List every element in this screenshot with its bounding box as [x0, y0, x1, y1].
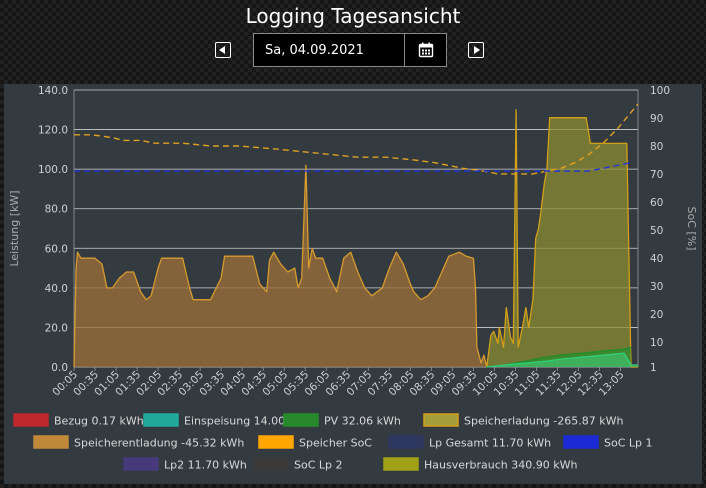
legend-item: Speicherladung -265.87 kWh	[423, 413, 624, 428]
next-day-button[interactable]	[468, 42, 484, 58]
legend-label: Hausverbrauch 340.90 kWh	[424, 459, 577, 472]
y-tick-label: 40.0	[45, 283, 68, 295]
y2-tick-label: 80	[650, 141, 663, 153]
legend-label: Bezug 0.17 kWh	[54, 415, 144, 428]
legend-label: Lp Gesamt 11.70 kWh	[429, 437, 551, 450]
date-input[interactable]: Sa, 04.09.2021	[253, 33, 405, 67]
legend-item: Speicher SoC	[258, 435, 372, 450]
legend-label: Speicherladung -265.87 kWh	[464, 415, 624, 428]
energy-chart: 0.0 20.0 40.0 60.0 80.0 100.0 120.0 140.0 1 10 20 3…	[8, 85, 698, 472]
y2-tick-label: 60	[650, 197, 663, 209]
y2-tick-label: 20	[650, 309, 663, 321]
series-line-speicherentladung-45-32-kwh	[73, 164, 488, 368]
y2-tick-label: 30	[650, 281, 663, 293]
triangle-left-icon	[219, 46, 225, 54]
legend-swatch	[143, 413, 179, 427]
legend-label: PV 32.06 kWh	[324, 415, 401, 428]
y2-tick-label: 70	[650, 169, 663, 181]
y-tick-label: 0.0	[51, 362, 68, 374]
legend-label: SoC Lp 2	[294, 459, 343, 472]
legend-swatch	[253, 457, 289, 471]
legend-swatch	[258, 435, 294, 449]
triangle-right-icon	[474, 46, 480, 54]
y-tick-label: 60.0	[45, 243, 68, 255]
y2-tick-label: 40	[650, 253, 663, 265]
y-tick-label: 80.0	[45, 204, 68, 216]
legend-swatch	[423, 413, 459, 427]
legend-item: Einspeisung 14.00 kWh	[143, 413, 313, 428]
y-tick-label: 20.0	[45, 322, 68, 334]
y2-tick-label: 1	[650, 362, 657, 374]
legend-item: SoC Lp 1	[563, 435, 653, 450]
legend-swatch	[33, 435, 69, 449]
legend-item: Hausverbrauch 340.90 kWh	[383, 457, 577, 472]
legend-item: Lp2 11.70 kWh	[123, 457, 247, 472]
series-area-speicherladung-265-87-kwh	[486, 109, 638, 368]
chart-panel: 0.0 20.0 40.0 60.0 80.0 100.0 120.0 140.0 1 10 20 3…	[4, 84, 702, 484]
y2-axis-title: SoC [%]	[685, 207, 698, 251]
y2-tick-label: 90	[650, 113, 663, 125]
legend-item: Speicherentladung -45.32 kWh	[33, 435, 244, 450]
legend-label: SoC Lp 1	[604, 437, 653, 450]
y-tick-label: 120.0	[38, 125, 68, 137]
legend-swatch	[383, 457, 419, 471]
legend-label: Einspeisung 14.00 kWh	[184, 415, 313, 428]
legend-swatch	[283, 413, 319, 427]
y-axis-title: Leistung [kW]	[8, 190, 21, 266]
y2-tick-label: 10	[650, 337, 663, 349]
legend-label: Speicher SoC	[299, 437, 372, 450]
legend-swatch	[13, 413, 49, 427]
legend-label: Lp2 11.70 kWh	[164, 459, 247, 472]
series-area-speicherentladung-45-32-kwh	[74, 165, 487, 367]
y-tick-label: 100.0	[38, 164, 68, 176]
y2-tick-label: 50	[650, 225, 663, 237]
legend-item: SoC Lp 2	[253, 457, 343, 472]
legend-item: Lp Gesamt 11.70 kWh	[388, 435, 551, 450]
page-title: Logging Tagesansicht	[245, 4, 461, 28]
calendar-button[interactable]	[405, 33, 447, 67]
legend-swatch	[388, 435, 424, 449]
legend-item: PV 32.06 kWh	[283, 413, 401, 428]
legend-swatch	[563, 435, 599, 449]
legend-swatch	[123, 457, 159, 471]
series-line-soc-lp-1	[74, 162, 632, 172]
y2-tick-label: 100	[650, 85, 670, 97]
calendar-icon	[418, 42, 433, 58]
legend-item: Bezug 0.17 kWh	[13, 413, 144, 428]
legend-label: Speicherentladung -45.32 kWh	[74, 437, 244, 450]
previous-day-button[interactable]	[215, 42, 231, 58]
series-line-speicher-soc	[74, 103, 639, 175]
series-line-speicherladung-265-87-kwh	[486, 109, 638, 368]
y-tick-label: 140.0	[38, 85, 68, 97]
series-line-einspeisung-14-00-kwh	[486, 352, 638, 368]
